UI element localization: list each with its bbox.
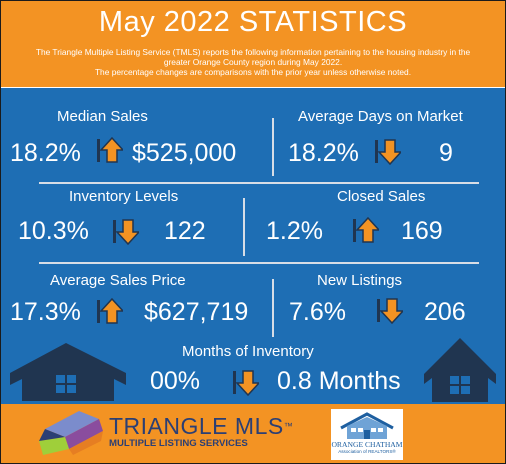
tmls-name-text: TRIANGLE MLS (109, 413, 284, 439)
median-sales-pct: 18.2% (10, 139, 81, 167)
house-icon (424, 338, 496, 402)
inventory-label: Inventory Levels (69, 188, 179, 205)
stats-panel: Median Sales 18.2% $525,000 Average Days… (1, 88, 505, 404)
inventory-value: 122 (164, 217, 206, 245)
intro-text: The Triangle Multiple Listing Service (T… (19, 47, 487, 77)
new-listings-label: New Listings (317, 272, 403, 289)
closed-sales-pct: 1.2% (266, 217, 323, 245)
oc-name: ORANGE CHATHAM (331, 440, 403, 449)
divider (272, 118, 274, 176)
page-title: May 2022 STATISTICS (98, 6, 408, 38)
down-arrow-icon (113, 219, 139, 246)
house-icon (10, 343, 126, 401)
tmls-logo-icon (39, 411, 103, 455)
intro-line: greater Orange County region during May … (163, 57, 343, 67)
up-arrow-icon (97, 136, 123, 163)
up-arrow-icon (97, 297, 123, 324)
oc-house-logo-icon (340, 412, 394, 439)
up-arrow-icon (353, 216, 379, 243)
tmls-name: TRIANGLE MLS™ (109, 414, 293, 438)
orange-chatham-logo: ORANGE CHATHAM Association of REALTORS® (331, 409, 403, 460)
closed-sales-label: Closed Sales (337, 188, 426, 205)
months-inventory-pct: 00% (150, 367, 201, 395)
months-inventory-label: Months of Inventory (182, 343, 314, 360)
tmls-trademark: ™ (283, 421, 294, 431)
header-banner: May 2022 STATISTICS The Triangle Multipl… (1, 1, 505, 87)
footer-banner: TRIANGLE MLS™ MULTIPLE LISTING SERVICES … (1, 404, 505, 463)
months-inventory-value: 0.8 Months (277, 367, 401, 395)
median-sales-value: $525,000 (132, 139, 237, 167)
inventory-pct: 10.3% (18, 217, 89, 245)
avg-days-label: Average Days on Market (298, 108, 463, 125)
tmls-subtitle: MULTIPLE LISTING SERVICES (109, 438, 248, 449)
oc-subtitle: Association of REALTORS® (338, 449, 396, 454)
new-listings-pct: 7.6% (289, 298, 346, 326)
avg-days-pct: 18.2% (288, 139, 359, 167)
avg-days-value: 9 (439, 139, 453, 167)
divider (39, 262, 479, 264)
new-listings-value: 206 (424, 298, 466, 326)
down-arrow-icon (377, 298, 403, 325)
divider (243, 198, 245, 256)
avg-price-label: Average Sales Price (50, 272, 186, 289)
down-arrow-icon (375, 139, 401, 166)
divider (39, 182, 479, 184)
avg-price-value: $627,719 (144, 298, 249, 326)
intro-line: The Triangle Multiple Listing Service (T… (35, 47, 471, 57)
closed-sales-value: 169 (401, 217, 443, 245)
avg-price-pct: 17.3% (10, 298, 81, 326)
divider (272, 279, 274, 337)
median-sales-label: Median Sales (57, 108, 148, 125)
down-arrow-icon (233, 370, 259, 397)
intro-line: The percentage changes are comparisons w… (94, 67, 412, 77)
